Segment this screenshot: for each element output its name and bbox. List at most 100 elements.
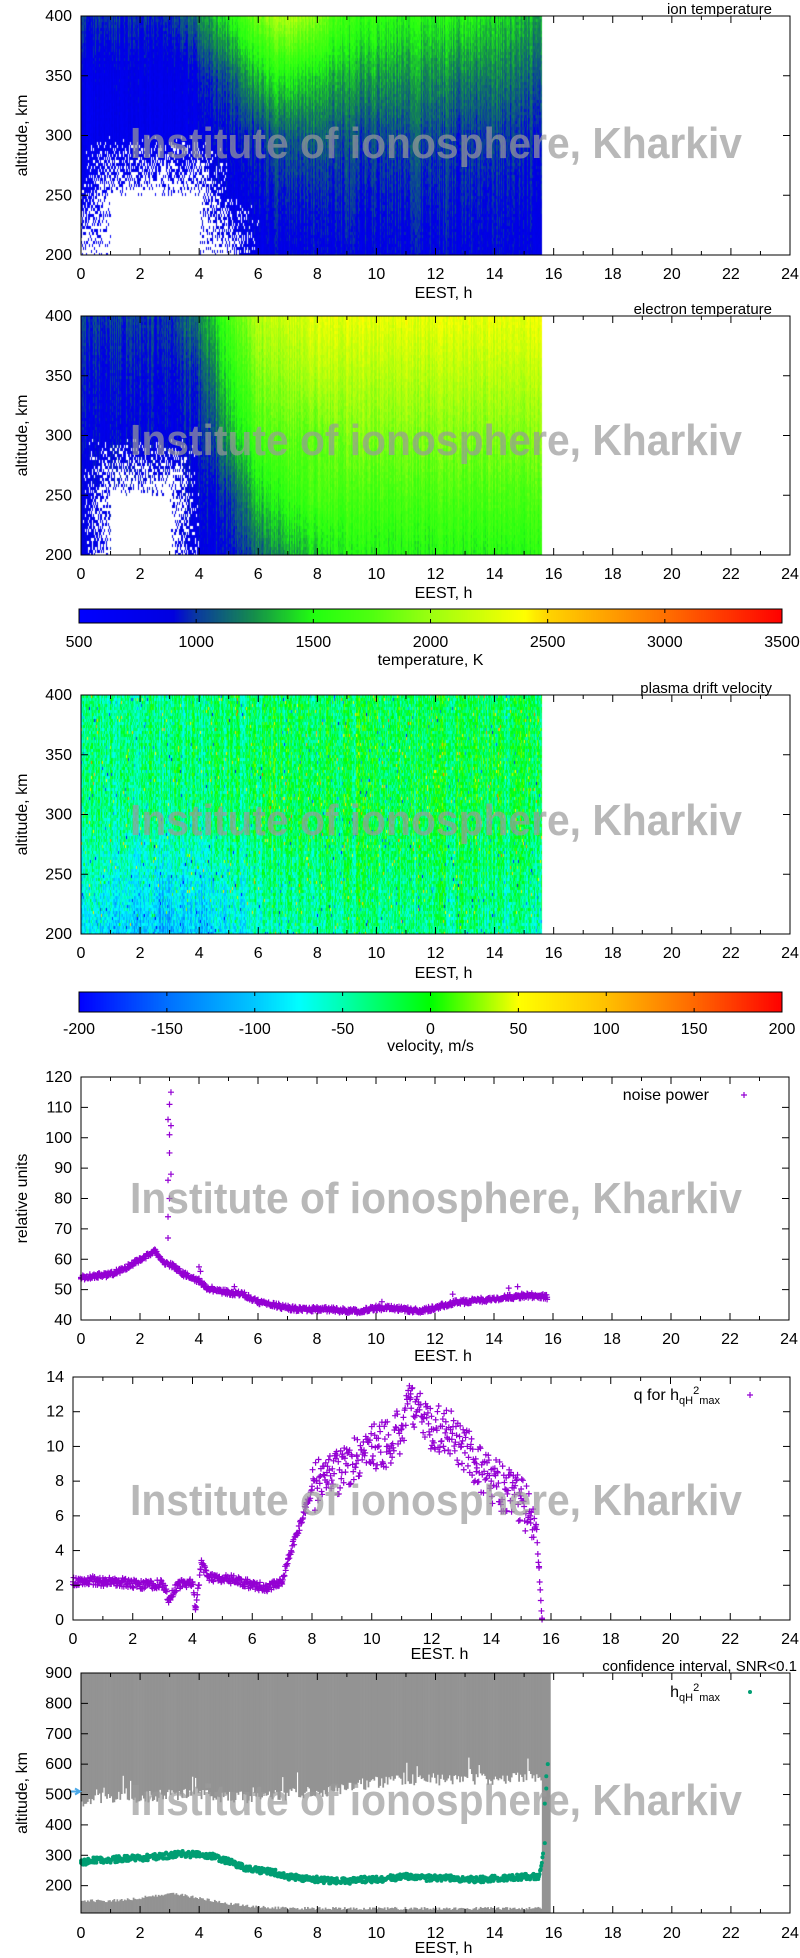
confidence-upper-bar	[98, 1673, 101, 1794]
data-point	[528, 1509, 535, 1516]
data-point	[182, 1851, 187, 1856]
x-tick-label: 0	[77, 1331, 86, 1348]
data-point	[409, 1421, 416, 1428]
confidence-lower-bar	[441, 1909, 444, 1913]
confidence-lower-bar	[447, 1908, 450, 1913]
confidence-lower-bar	[503, 1907, 506, 1913]
data-point	[518, 1495, 525, 1502]
confidence-lower-bar	[274, 1906, 277, 1913]
data-point	[340, 1479, 347, 1486]
data-point	[309, 1466, 316, 1473]
confidence-upper-bar	[447, 1673, 450, 1779]
confidence-upper-bar	[465, 1673, 467, 1777]
confidence-lower-bar	[438, 1907, 441, 1913]
x-tick-label: 4	[195, 266, 204, 283]
confidence-upper-bar	[234, 1673, 237, 1800]
x-tick-label: 6	[254, 945, 263, 962]
confidence-lower-bar	[403, 1909, 405, 1913]
outlier-point	[167, 1122, 174, 1129]
data-point	[413, 1408, 420, 1415]
confidence-upper-bar	[540, 1673, 543, 1781]
data-point	[371, 1421, 378, 1428]
confidence-upper-bar	[538, 1673, 541, 1778]
y-tick-label: 900	[45, 1665, 72, 1682]
confidence-lower-bar	[482, 1907, 485, 1913]
confidence-lower-bar	[364, 1909, 367, 1913]
data-point	[467, 1441, 474, 1448]
x-tick-label: 0	[69, 1631, 78, 1648]
confidence-upper-bar	[103, 1673, 105, 1788]
x-tick-label: 0	[77, 266, 86, 283]
confidence-upper-bar	[373, 1673, 376, 1781]
confidence-lower-bar	[184, 1894, 187, 1913]
confidence-lower-bar	[117, 1901, 120, 1913]
data-point	[303, 1504, 310, 1511]
data-point	[183, 1584, 190, 1591]
confidence-lower-bar	[145, 1896, 148, 1913]
confidence-upper-bar	[327, 1673, 330, 1788]
confidence-lower-bar	[500, 1909, 503, 1913]
confidence-lower-bar	[530, 1908, 532, 1913]
data-point	[493, 1483, 500, 1490]
confidence-lower-bar	[504, 1907, 507, 1913]
confidence-lower-bar	[131, 1900, 133, 1913]
confidence-upper-bar	[202, 1673, 204, 1791]
confidence-upper-bar	[438, 1673, 441, 1786]
confidence-lower-bar	[215, 1901, 218, 1913]
confidence-upper-bar	[370, 1673, 373, 1781]
data-point	[210, 1578, 217, 1585]
data-point	[394, 1411, 401, 1418]
data-point	[335, 1458, 342, 1465]
confidence-upper-bar	[106, 1673, 108, 1799]
data-point	[536, 1578, 543, 1585]
confidence-lower-bar	[98, 1900, 101, 1913]
confidence-upper-bar	[380, 1673, 383, 1779]
x-tick-label: 14	[486, 1925, 504, 1942]
confidence-lower-bar	[436, 1909, 439, 1913]
confidence-lower-bar	[271, 1907, 274, 1913]
confidence-lower-bar	[286, 1907, 289, 1913]
data-point	[141, 1585, 148, 1592]
data-point	[398, 1426, 405, 1433]
watermark: Institute of ionosphere, Kharkiv	[130, 796, 742, 845]
confidence-upper-bar	[231, 1673, 234, 1801]
confidence-lower-bar	[429, 1908, 432, 1913]
confidence-upper-bar	[379, 1673, 382, 1786]
data-point	[537, 1586, 544, 1593]
confidence-upper-bar	[182, 1673, 185, 1790]
x-tick-label: 20	[663, 566, 681, 583]
confidence-lower-bar	[126, 1898, 129, 1913]
data-point	[460, 1466, 467, 1473]
confidence-upper-bar	[264, 1673, 266, 1794]
confidence-upper-bar	[277, 1673, 280, 1800]
confidence-lower-bar	[246, 1904, 249, 1913]
confidence-upper-bar	[369, 1673, 371, 1782]
confidence-upper-bar	[159, 1673, 162, 1790]
confidence-lower-bar	[312, 1907, 315, 1913]
data-point	[433, 1876, 438, 1881]
confidence-upper-bar	[457, 1673, 460, 1777]
data-point	[424, 1879, 429, 1884]
y-tick-label: 300	[45, 128, 72, 145]
confidence-upper-bar	[244, 1673, 247, 1795]
y-tick-label: 250	[45, 487, 72, 504]
confidence-upper-bar	[171, 1673, 173, 1791]
confidence-upper-bar	[131, 1673, 133, 1799]
confidence-lower-bar	[397, 1909, 399, 1913]
x-tick-label: 20	[663, 945, 681, 962]
confidence-upper-bar	[348, 1673, 351, 1783]
confidence-upper-bar	[197, 1673, 200, 1794]
x-tick-label: 18	[602, 1631, 620, 1648]
y-tick-label: 350	[45, 747, 72, 764]
confidence-upper-bar	[147, 1673, 150, 1803]
confidence-lower-bar	[369, 1907, 371, 1913]
confidence-lower-bar	[206, 1898, 209, 1913]
confidence-lower-bar	[411, 1909, 414, 1913]
confidence-upper-bar	[518, 1673, 520, 1782]
y-axis-label: relative units	[14, 1154, 31, 1244]
legend-sub2: max	[699, 1692, 720, 1704]
confidence-lower-bar	[216, 1902, 219, 1913]
data-point	[535, 1292, 542, 1299]
data-point	[540, 1855, 545, 1860]
confidence-lower-bar	[148, 1896, 151, 1913]
